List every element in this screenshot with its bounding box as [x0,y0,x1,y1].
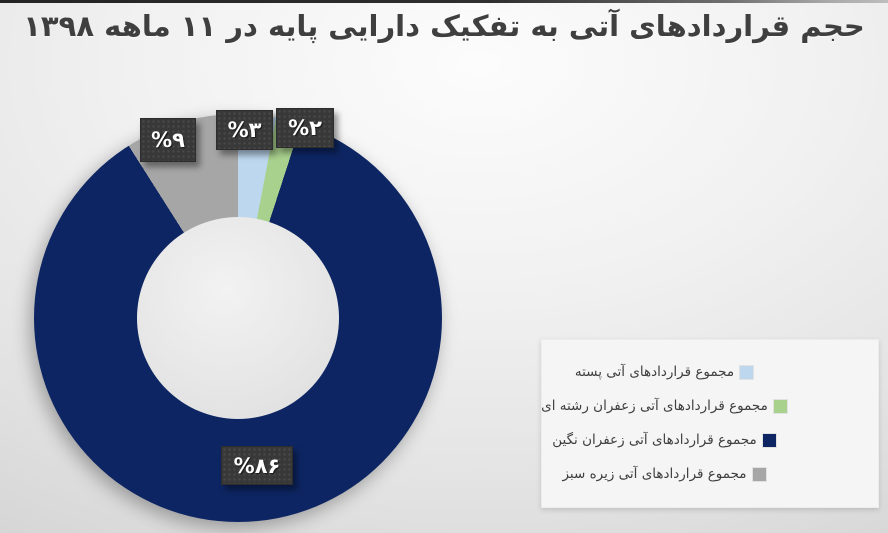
donut-hole [137,217,339,419]
slide-top-edge [0,0,888,3]
data-label-pistachio: %۳ [216,110,273,150]
legend-item-pistachio[interactable]: مجموع قراردادهای آتی پسته [541,363,787,380]
data-label-saffron-negin: %۸۶ [221,446,293,485]
chart-title: حجم قراردادهای آتی به تفکیک دارایی پایه … [23,9,865,43]
legend-label-green-cumin: مجموع قراردادهای آتی زیره سبز [562,465,747,482]
legend-label-saffron-negin: مجموع قراردادهای آتی زعفران نگین [552,431,757,448]
legend-rows: مجموع قراردادهای آتی پسته مجموع قرارداده… [541,339,787,508]
legend-swatch-pistachio [740,365,754,379]
data-label-green-cumin: %۹ [140,118,196,162]
legend-label-saffron-strand: مجموع قراردادهای آتی زعفران رشته ای [541,397,768,414]
donut-chart[interactable] [34,114,442,522]
legend-swatch-saffron-negin [762,434,776,448]
data-label-saffron-strand: %۲ [276,108,334,148]
legend-item-saffron-strand[interactable]: مجموع قراردادهای آتی زعفران رشته ای [541,397,787,414]
legend-item-saffron-negin[interactable]: مجموع قراردادهای آتی زعفران نگین [541,431,787,448]
legend-label-pistachio: مجموع قراردادهای آتی پسته [574,363,735,380]
legend-swatch-green-cumin [752,468,766,482]
legend-swatch-saffron-strand [773,399,787,413]
legend[interactable]: مجموع قراردادهای آتی پسته مجموع قرارداده… [541,339,879,508]
legend-item-green-cumin[interactable]: مجموع قراردادهای آتی زیره سبز [541,465,787,482]
